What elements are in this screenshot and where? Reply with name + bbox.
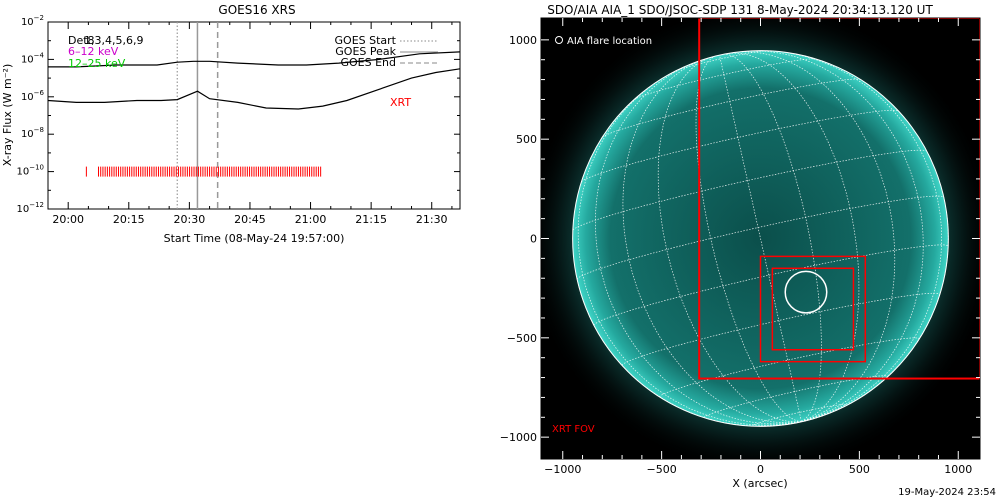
x-tick-label: 20:00 [52, 213, 84, 226]
x-tick-label: 21:00 [295, 213, 327, 226]
legend-det-list: 1,3,4,5,6,9 [84, 34, 143, 47]
longitude-line [577, 70, 802, 426]
longitude-line [622, 58, 802, 424]
latitude-line [674, 50, 767, 72]
goes-x-axis: 20:00 20:15 20:30 20:45 21:00 21:15 21:30 [47, 22, 453, 226]
legend-goes-peak: GOES Peak [335, 45, 396, 58]
xrt-fov-box [759, 255, 867, 363]
aia-x-axis: −1000 −500 0 500 1000 [544, 18, 972, 476]
y-tick-label: 10−6 [21, 89, 45, 103]
goes-short-channel-line [47, 68, 461, 110]
y-tick-label: −500 [507, 332, 537, 345]
goes-long-channel-line [48, 51, 461, 68]
aia-x-axis-label: X (arcsec) [732, 477, 787, 490]
x-tick-label: 20:15 [113, 213, 145, 226]
y-tick-label: −1000 [500, 431, 537, 444]
aia-map-chart: SDO/AIA AIA_1 SDO/JSOC-SDP 131 8-May-202… [500, 3, 981, 490]
goes-event-markers [176, 22, 219, 209]
xrt-annotation: XRT [390, 96, 411, 109]
y-tick-label: 0 [530, 233, 537, 246]
heliographic-grid [572, 50, 949, 427]
x-tick-label: 500 [849, 463, 870, 476]
legend-12-25-kev: 12–25 keV [68, 57, 126, 70]
legend-flare-location: AIA flare location [567, 36, 652, 47]
longitude-line [733, 51, 896, 422]
longitude-line [657, 57, 802, 423]
solar-limb [572, 50, 949, 427]
goes-y-axis-label: X-ray Flux (W m⁻²) [1, 64, 14, 166]
latitude-line [703, 375, 888, 418]
x-tick-label: 21:30 [416, 213, 448, 226]
aia-chart-title: SDO/AIA AIA_1 SDO/JSOC-SDP 131 8-May-202… [547, 3, 933, 17]
x-tick-label: 20:30 [174, 213, 206, 226]
goes-chart-title: GOES16 XRS [218, 3, 295, 17]
longitude-line [729, 52, 860, 422]
y-tick-label: 10−10 [16, 164, 44, 178]
x-tick-label: 21:15 [355, 213, 387, 226]
y-tick-label: 1000 [509, 34, 537, 47]
footer-timestamp: 19-May-2024 23:54 [898, 487, 996, 498]
aia-flare-location-circle [784, 270, 828, 314]
goes-y-axis: 10−12 10−10 10−8 10−6 10−4 10−2 [16, 14, 460, 215]
x-tick-label: −1000 [544, 463, 581, 476]
goes-x-axis-label: Start Time (08-May-24 19:57:00) [164, 232, 345, 245]
goes-legend: GOES Start GOES Peak GOES End [335, 34, 438, 69]
xrt-observation-ticks [85, 166, 322, 177]
y-tick-label: 10−4 [21, 51, 45, 65]
x-tick-label: 20:45 [234, 213, 266, 226]
y-tick-label: 10−12 [16, 201, 44, 215]
solar-disk [572, 50, 949, 427]
legend-6-12-kev: 6–12 keV [68, 45, 119, 58]
y-tick-label: 10−8 [21, 126, 44, 140]
longitude-line [766, 50, 942, 422]
y-tick-label: 10−2 [21, 14, 44, 28]
aia-y-axis: 1000 500 0 −500 −1000 [500, 34, 980, 444]
xrt-fov-label: XRT FOV [552, 424, 595, 435]
x-tick-label: 1000 [944, 463, 972, 476]
latitude-line [572, 149, 927, 231]
legend-goes-end: GOES End [340, 56, 396, 69]
legend-goes-start: GOES Start [335, 34, 397, 47]
xrt-fov-box [771, 267, 855, 351]
legend-det-label: Det8 [68, 34, 95, 47]
y-tick-label: 500 [516, 133, 537, 146]
x-tick-label: −500 [647, 463, 677, 476]
latitude-line [633, 58, 817, 101]
goes-series [47, 51, 461, 110]
goes-xrs-chart: GOES16 XRS 10−12 10−10 10−8 10−6 10−4 10−2 20… [1, 3, 461, 245]
x-tick-label: 0 [757, 463, 764, 476]
legend-flare-circle-icon [555, 36, 563, 44]
aia-image-area [541, 18, 980, 459]
